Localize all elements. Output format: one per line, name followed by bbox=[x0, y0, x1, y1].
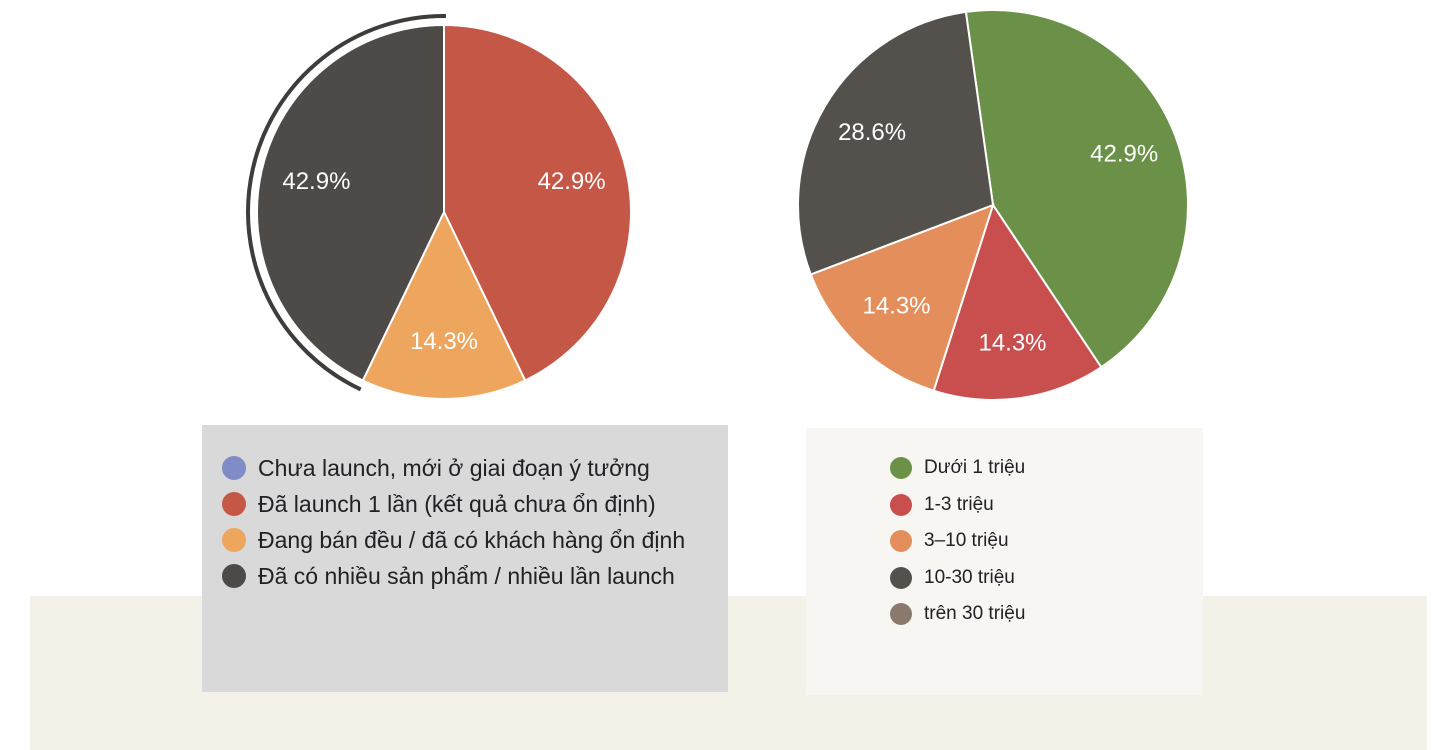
pie-data-label: 14.3% bbox=[862, 292, 930, 319]
legend-swatch-icon bbox=[222, 564, 246, 588]
pie-data-label: 14.3% bbox=[978, 329, 1046, 356]
pie-slice-dang-ban-deu-da-co-khach-hang-on-dinh[interactable] bbox=[361, 209, 527, 400]
legend-item[interactable]: Đã launch 1 lần (kết quả chưa ổn định) bbox=[222, 488, 708, 520]
pie-slice-duoi-1-trieu[interactable] bbox=[964, 9, 1189, 369]
legend-item[interactable]: Đang bán đều / đã có khách hàng ổn định bbox=[222, 524, 708, 556]
pie-slice-1-3-trieu[interactable] bbox=[932, 202, 1103, 401]
legend-item[interactable]: Dưới 1 triệu bbox=[890, 454, 1183, 482]
legend-label: 1-3 triệu bbox=[924, 493, 994, 515]
legend-label: 10-30 triệu bbox=[924, 566, 1015, 588]
legend-item[interactable]: trên 30 triệu bbox=[890, 600, 1183, 628]
pie-data-label: 42.9% bbox=[1090, 140, 1158, 167]
pie-slice-10-30-trieu[interactable] bbox=[797, 10, 995, 276]
legend-label: Chưa launch, mới ở giai đoạn ý tưởng bbox=[258, 455, 650, 481]
legend-launch-stage: Chưa launch, mới ở giai đoạn ý tưởng Đã l… bbox=[202, 425, 728, 692]
legend-swatch-icon bbox=[222, 528, 246, 552]
legend-swatch-icon bbox=[890, 530, 912, 552]
legend-item[interactable]: Chưa launch, mới ở giai đoạn ý tưởng bbox=[222, 452, 708, 484]
legend-swatch-icon bbox=[222, 492, 246, 516]
pie-slice-3-10-trieu[interactable] bbox=[809, 203, 995, 393]
legend-swatch-icon bbox=[890, 457, 912, 479]
legend-swatch-icon bbox=[890, 493, 912, 516]
legend-revenue: Dưới 1 triệu 1-3 triệu 3–10 triệu 10-30 tri… bbox=[806, 428, 1203, 695]
legend-swatch-icon bbox=[890, 566, 912, 589]
legend-label: Dưới 1 triệu bbox=[924, 457, 1026, 478]
pie-data-label: 14.3% bbox=[410, 328, 478, 355]
legend-swatch-icon bbox=[222, 456, 246, 480]
legend-item[interactable]: 3–10 triệu bbox=[890, 527, 1183, 555]
legend-label: 3–10 triệu bbox=[924, 530, 1009, 551]
legend-swatch-icon bbox=[890, 603, 912, 625]
legend-label: Đã có nhiều sản phẩm / nhiều lần launch bbox=[258, 563, 675, 589]
legend-label: Đã launch 1 lần (kết quả chưa ổn định) bbox=[258, 491, 656, 517]
pie-slice-da-co-nhieu-san-pham-nhieu-lan-launch[interactable] bbox=[256, 23, 445, 382]
pie-data-label: 42.9% bbox=[538, 168, 606, 195]
pie-data-label: 42.9% bbox=[282, 168, 350, 195]
legend-item[interactable]: 1-3 triệu bbox=[890, 491, 1183, 519]
pie-slice-da-launch-1-lan-ket-qua-chua-on-dinh[interactable] bbox=[443, 23, 632, 382]
legend-item[interactable]: Đã có nhiều sản phẩm / nhiều lần launch bbox=[222, 560, 708, 592]
legend-label: trên 30 triệu bbox=[924, 603, 1026, 624]
legend-item[interactable]: 10-30 triệu bbox=[890, 564, 1183, 592]
pie-data-label: 28.6% bbox=[838, 119, 906, 146]
pie-slice-highlight-arc bbox=[246, 14, 446, 392]
legend-label: Đang bán đều / đã có khách hàng ổn định bbox=[258, 527, 686, 553]
